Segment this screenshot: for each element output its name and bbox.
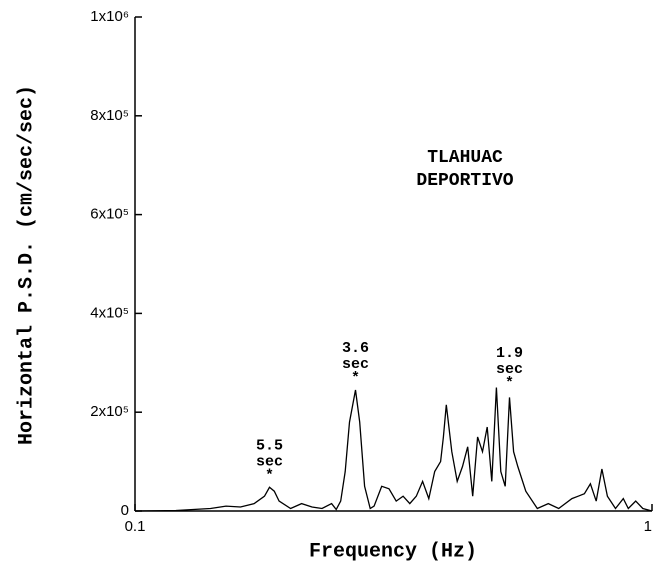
- psd-line: [134, 387, 653, 512]
- peak-marker: *: [351, 370, 360, 387]
- station-label: DEPORTIVO: [416, 171, 513, 191]
- peak-label: 3.6: [342, 340, 369, 357]
- peak-label: sec: [342, 356, 369, 373]
- y-tick-label: 6x10⁵: [90, 206, 129, 223]
- y-tick-label: 0: [121, 502, 129, 519]
- peak-label: sec: [496, 361, 523, 378]
- x-tick-label: 1: [644, 518, 652, 535]
- y-axis-label: Horizontal P.S.D. (cm/sec/sec): [15, 85, 38, 445]
- peak-label: sec: [256, 453, 283, 470]
- y-tick-label: 2x10⁵: [90, 403, 129, 420]
- y-tick-label: 1x10⁶: [90, 8, 129, 25]
- peak-marker: *: [265, 467, 274, 484]
- peak-label: 1.9: [496, 345, 523, 362]
- station-label: TLAHUAC: [427, 148, 503, 168]
- peak-marker: *: [505, 375, 514, 392]
- x-axis-label: Frequency (Hz): [309, 540, 477, 563]
- x-tick-label: 0.1: [125, 518, 146, 535]
- y-tick-label: 8x10⁵: [90, 107, 129, 124]
- y-tick-label: 4x10⁵: [90, 304, 129, 321]
- peak-label: 5.5: [256, 437, 283, 454]
